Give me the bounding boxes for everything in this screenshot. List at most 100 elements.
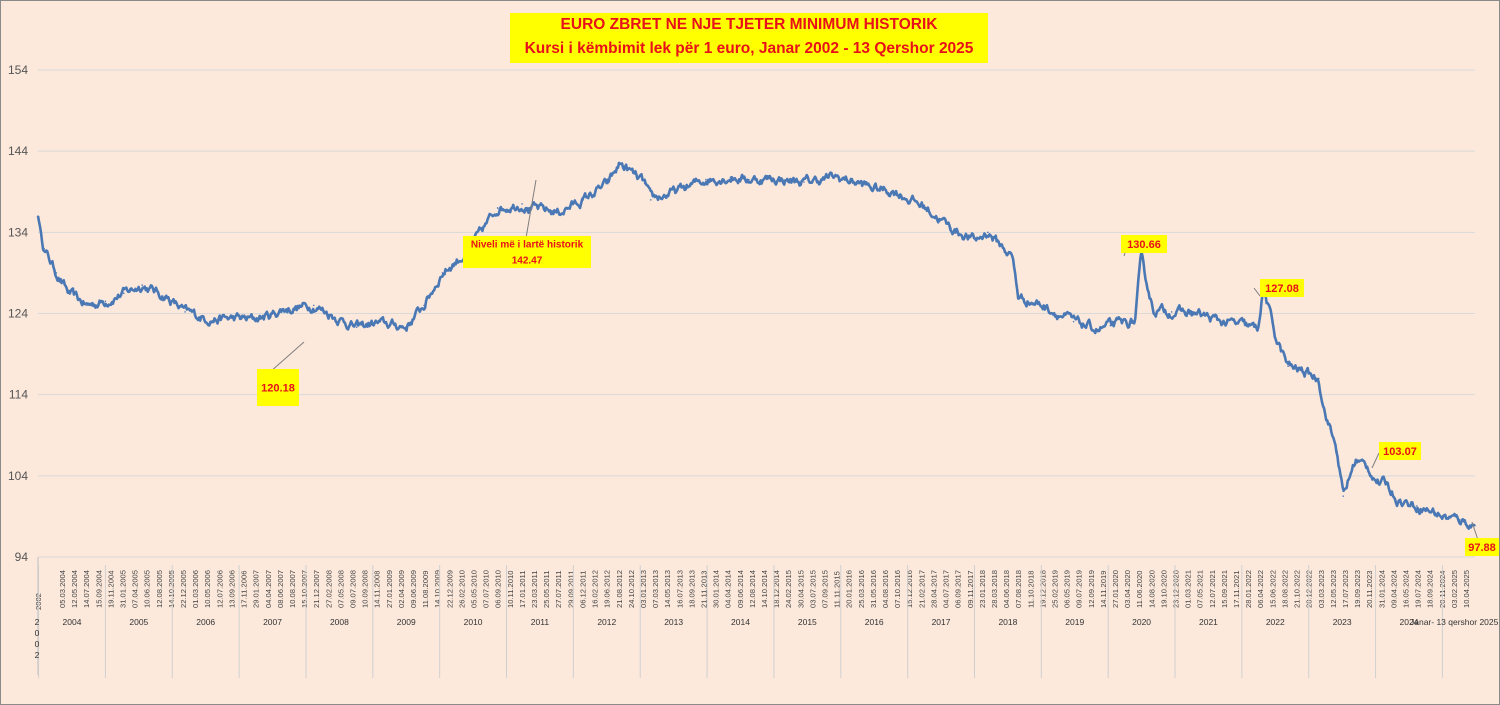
annotation-label: 142.47 bbox=[512, 256, 543, 267]
x-date-tick-label: 01.03.2021 bbox=[1184, 570, 1193, 608]
x-year-label: 2004 bbox=[63, 617, 82, 627]
x-date-tick-label: 27.07.2011 bbox=[554, 571, 563, 608]
x-year-label: 0 bbox=[35, 639, 40, 649]
x-year-label: 2011 bbox=[531, 617, 550, 627]
data-point bbox=[772, 177, 775, 180]
data-point bbox=[619, 162, 621, 165]
data-point bbox=[1195, 312, 1197, 315]
x-date-tick-label: 09.06.2014 bbox=[736, 570, 745, 608]
x-date-tick-label: 19.06.2012 bbox=[603, 570, 612, 608]
x-year-label: Janar- 13 qershor 2025 bbox=[1410, 617, 1499, 627]
x-date-tick-label: 15.12.2016 bbox=[905, 570, 914, 608]
x-date-tick-label: 09.04.2024 bbox=[1389, 570, 1398, 608]
annotation-label-box bbox=[463, 236, 591, 268]
data-point bbox=[852, 180, 854, 182]
data-point bbox=[1244, 324, 1247, 327]
x-year-label: 2022 bbox=[1266, 617, 1285, 627]
x-date-tick-label: 24.02.2015 bbox=[784, 570, 793, 608]
x-date-tick-label: 05.05.2010 bbox=[470, 570, 479, 608]
chart-title: EURO ZBRET NE NJE TJETER MINIMUM HISTORI… bbox=[560, 16, 938, 33]
x-date-tick-label: 14.10.2005 bbox=[167, 570, 176, 608]
data-point bbox=[122, 292, 125, 295]
data-point bbox=[1354, 458, 1357, 461]
x-date-tick-label: 31.05.2016 bbox=[869, 570, 878, 608]
data-point bbox=[1256, 328, 1259, 331]
data-point bbox=[184, 311, 186, 313]
x-date-tick-label: 17.01.2011 bbox=[518, 571, 527, 608]
x-date-tick-label: 12.08.2005 bbox=[155, 570, 164, 608]
x-date-tick-label: 04.04.2007 bbox=[264, 570, 273, 608]
x-year-label: 2016 bbox=[865, 617, 884, 627]
data-point bbox=[1275, 337, 1277, 339]
annotation-leader bbox=[1371, 452, 1380, 469]
x-year-label: 2006 bbox=[196, 617, 215, 627]
x-date-tick-label: 16.02.2012 bbox=[591, 570, 600, 608]
data-point bbox=[398, 324, 401, 327]
data-point bbox=[55, 272, 58, 274]
x-date-tick-label: 09.06.2009 bbox=[409, 570, 418, 608]
data-point bbox=[558, 211, 560, 213]
x-year-label: 2017 bbox=[932, 617, 951, 627]
x-date-tick-label: 16.07.2013 bbox=[675, 570, 684, 608]
data-point bbox=[1324, 410, 1326, 412]
data-point bbox=[527, 207, 530, 209]
data-point bbox=[1134, 320, 1136, 323]
x-date-tick-label: 21.08.2012 bbox=[615, 570, 624, 608]
y-tick-label: 114 bbox=[9, 388, 28, 402]
data-point bbox=[974, 239, 977, 242]
x-date-tick-label: 22.12.2009 bbox=[445, 570, 454, 608]
x-date-tick-label: 14.05.2013 bbox=[663, 570, 672, 608]
x-date-tick-label: 17.11.2006 bbox=[240, 571, 249, 608]
x-date-tick-label: 09.07.2008 bbox=[348, 570, 357, 608]
data-point bbox=[950, 227, 952, 230]
data-point bbox=[1366, 466, 1369, 469]
x-year-label: 2009 bbox=[397, 617, 416, 627]
x-date-tick-label: 23.03.2011 bbox=[530, 571, 539, 608]
x-date-tick-label: 18.08.2022 bbox=[1280, 570, 1289, 608]
x-date-tick-label: 07.05.2021 bbox=[1196, 570, 1205, 608]
data-point bbox=[282, 308, 284, 311]
x-date-tick-label: 06.09.2017 bbox=[954, 570, 963, 608]
y-tick-label: 94 bbox=[15, 550, 29, 564]
x-date-tick-label: 23.01.2018 bbox=[978, 570, 987, 608]
x-date-tick-label: 06.12.2011 bbox=[578, 571, 587, 608]
x-date-tick-label: 31.01.2005 bbox=[119, 570, 128, 608]
data-point bbox=[1072, 320, 1075, 323]
x-date-tick-label: 07.10.2016 bbox=[893, 570, 902, 608]
x-date-tick-label: 20.01.2016 bbox=[845, 570, 854, 608]
x-date-tick-label: 06.05.2019 bbox=[1063, 570, 1072, 608]
x-date-tick-label: 12.07.2006 bbox=[215, 570, 224, 608]
x-date-tick-label: 20.11.2023 bbox=[1365, 571, 1374, 608]
x-date-tick-label: 07.08.2018 bbox=[1014, 570, 1023, 608]
x-date-tick-label: 12.05.2023 bbox=[1329, 570, 1338, 608]
x-date-tick-label: 10.06.2005 bbox=[143, 570, 152, 608]
annotation-label-box bbox=[1121, 235, 1167, 253]
x-date-tick-label: 14.07.2004 bbox=[82, 570, 91, 608]
data-point bbox=[312, 304, 315, 307]
x-date-tick-label: 04.07.2017 bbox=[942, 570, 951, 608]
data-point bbox=[803, 181, 805, 183]
x-date-tick-label: 17.11.2021 bbox=[1232, 571, 1241, 608]
x-date-tick-label: 28.01.2022 bbox=[1244, 570, 1253, 608]
x-date-tick-label: 03.07.2015 bbox=[808, 570, 817, 608]
data-point bbox=[895, 190, 897, 193]
x-date-tick-label: 10.04.2025 bbox=[1462, 570, 1471, 608]
x-date-tick-label: 28.04.2017 bbox=[929, 570, 938, 608]
x-date-tick-label: 15.09.2004 bbox=[94, 570, 103, 608]
x-date-tick-label: 13.09.2006 bbox=[227, 570, 236, 608]
x-date-tick-label: 14.11.2008 bbox=[373, 571, 382, 608]
data-point bbox=[404, 326, 407, 329]
data-point bbox=[343, 320, 346, 323]
y-tick-label: 154 bbox=[8, 63, 28, 77]
x-date-tick-label: 16.05.2024 bbox=[1401, 570, 1410, 608]
x-year-label: 2005 bbox=[129, 617, 148, 627]
data-point bbox=[1109, 324, 1112, 327]
x-date-tick-label: 14.08.2020 bbox=[1147, 570, 1156, 608]
x-date-tick-label: 15.06.2022 bbox=[1268, 570, 1277, 608]
data-point bbox=[441, 272, 444, 274]
annotation-label: 97.88 bbox=[1468, 542, 1496, 554]
data-point bbox=[1017, 296, 1020, 299]
x-date-tick-label: 15.09.2021 bbox=[1220, 570, 1229, 608]
y-tick-label: 104 bbox=[8, 469, 28, 483]
